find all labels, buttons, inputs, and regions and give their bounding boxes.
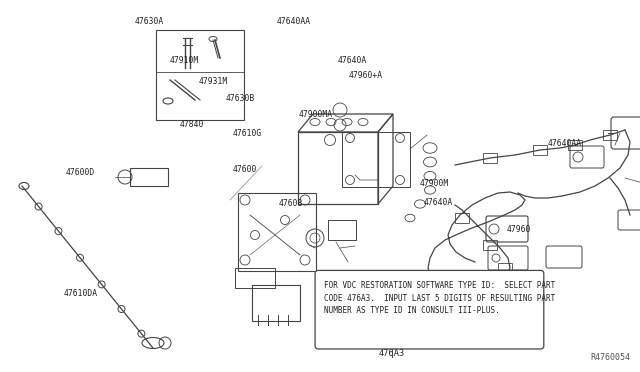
Bar [431, 277, 445, 287]
Circle shape [35, 203, 42, 210]
Bar [483, 240, 497, 250]
Circle shape [118, 305, 125, 312]
Bar [156, 30, 244, 120]
Bar [252, 285, 300, 321]
Text: 47640AA: 47640AA [276, 17, 310, 26]
Text: R4760054: R4760054 [590, 353, 630, 362]
Bar [328, 220, 356, 240]
Circle shape [98, 281, 105, 288]
Text: 47640AA: 47640AA [547, 139, 581, 148]
Circle shape [55, 228, 62, 235]
Text: 47960+A: 47960+A [349, 71, 383, 80]
Bar [533, 145, 547, 155]
Text: 47600: 47600 [232, 165, 257, 174]
Bar [498, 263, 512, 273]
Text: 47900MA: 47900MA [299, 110, 333, 119]
Bar [238, 193, 316, 271]
Text: 47630A: 47630A [134, 17, 164, 26]
Bar [568, 140, 582, 150]
Text: 47931M: 47931M [198, 77, 228, 86]
Text: FOR VDC RESTORATION SOFTWARE TYPE ID:  SELECT PART
CODE 476A3.  INPUT LAST 5 DIG: FOR VDC RESTORATION SOFTWARE TYPE ID: SE… [324, 282, 556, 315]
Bar [130, 168, 168, 186]
Text: 47610G: 47610G [232, 129, 262, 138]
Bar [455, 213, 469, 223]
Text: 47608: 47608 [278, 199, 303, 208]
Text: 47600D: 47600D [65, 169, 95, 177]
Bar [235, 268, 275, 288]
Text: 47640A: 47640A [337, 56, 367, 65]
Text: 47840: 47840 [179, 120, 204, 129]
Text: 476A3: 476A3 [378, 349, 405, 358]
Text: 47910M: 47910M [170, 56, 199, 65]
Bar [483, 153, 497, 163]
Circle shape [77, 254, 84, 261]
Text: 47900M: 47900M [419, 179, 449, 187]
Text: 47960: 47960 [507, 225, 531, 234]
Bar [342, 132, 410, 187]
Bar [298, 132, 378, 204]
Circle shape [138, 330, 145, 337]
Text: 47630B: 47630B [225, 94, 255, 103]
Text: 47610DA: 47610DA [63, 289, 97, 298]
Text: 47640A: 47640A [424, 198, 453, 207]
FancyBboxPatch shape [315, 270, 544, 349]
Bar [603, 130, 617, 140]
Bar [463, 285, 477, 295]
